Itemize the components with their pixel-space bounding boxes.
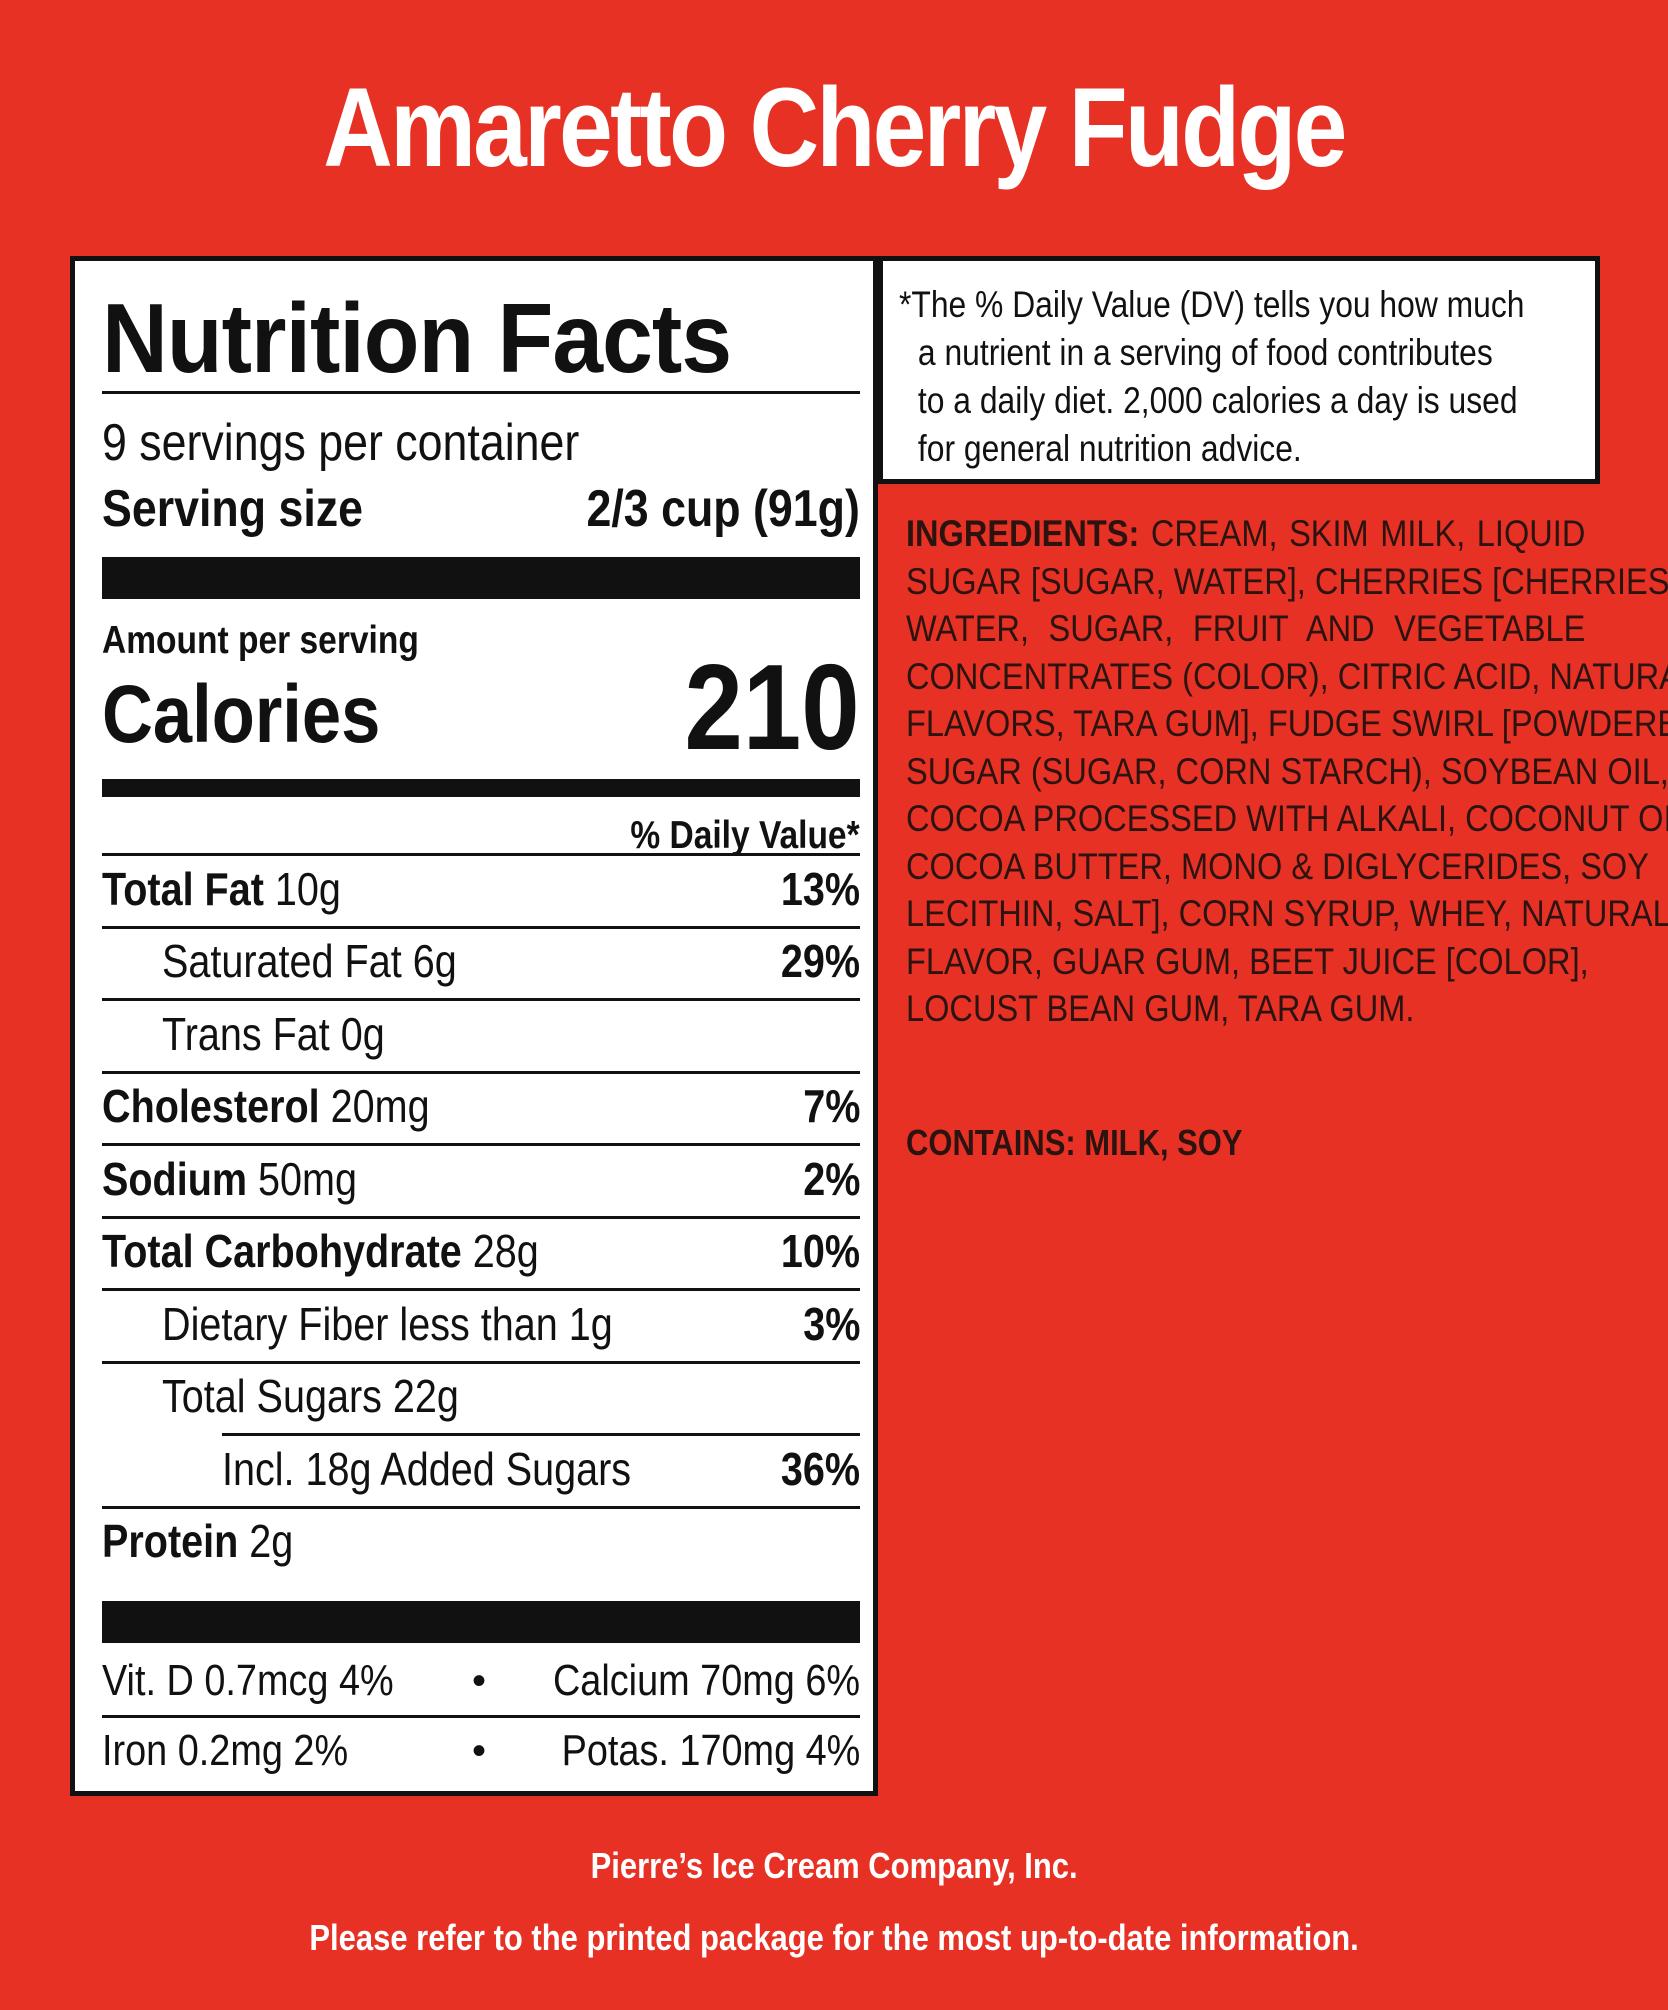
- nutrient-label: Cholesterol 20mg: [102, 1079, 430, 1133]
- ingredients-text: CREAM, SKIM MILK, LIQUID: [1139, 513, 1586, 554]
- nutrient-row: Total Fat 10g 13%: [102, 853, 860, 926]
- amount-per-serving: Amount per serving: [102, 619, 419, 662]
- nutrient-daily-value: 13%: [780, 862, 860, 915]
- nutrient-daily-value: 29%: [780, 935, 860, 987]
- ingredients-line: FLAVORS, TARA GUM], FUDGE SWIRL [POWDERE…: [906, 703, 1668, 744]
- company-name: Pierre’s Ice Cream Company, Inc.: [0, 1845, 1668, 1887]
- nutrient-name: Dietary Fiber less than 1g: [162, 1297, 613, 1350]
- nutrient-name: Sodium: [102, 1152, 248, 1205]
- nutrient-name: Total Sugars 22g: [162, 1370, 459, 1422]
- medium-divider: [102, 779, 860, 797]
- ingredients-line: CONCENTRATES (COLOR), CITRIC ACID, NATUR…: [906, 655, 1668, 697]
- vitamin-left: Iron 0.2mg 2%: [102, 1726, 349, 1775]
- ingredients-label: INGREDIENTS:: [906, 513, 1140, 554]
- nutrition-facts-heading: Nutrition Facts: [102, 283, 732, 393]
- dv-note-line: to a daily diet. 2,000 calories a day is…: [917, 380, 1518, 421]
- row-divider: [222, 1433, 860, 1436]
- nutrition-facts-panel: Nutrition Facts 9 servings per container…: [70, 256, 878, 1796]
- ingredients-line: INGREDIENTS: CREAM, SKIM MILK, LIQUID: [906, 510, 1585, 558]
- calories-value: 210: [684, 639, 860, 775]
- row-divider: [102, 1288, 860, 1291]
- nutrient-daily-value: 7%: [802, 1080, 860, 1132]
- nutrient-row: Dietary Fiber less than 1g 3%: [102, 1288, 860, 1361]
- nutrient-amount: 20mg: [319, 1080, 430, 1132]
- nutrient-daily-value: 2%: [802, 1152, 860, 1205]
- daily-value-note: *The % Daily Value (DV) tells you how mu…: [878, 256, 1600, 484]
- nutrient-name: Cholesterol: [102, 1080, 320, 1132]
- nutrient-row: Total Sugars 22g: [102, 1360, 860, 1434]
- nutrient-name: Trans Fat 0g: [162, 1007, 385, 1060]
- bullet-separator: •: [472, 1659, 487, 1703]
- ingredients-list: INGREDIENTS: CREAM, SKIM MILK, LIQUID SU…: [906, 510, 1668, 1033]
- nutrient-label: Dietary Fiber less than 1g: [162, 1297, 613, 1351]
- thick-divider-bottom: [102, 1601, 860, 1643]
- nutrient-row: Cholesterol 20mg 7%: [102, 1070, 860, 1144]
- nutrient-amount: 10g: [263, 862, 341, 915]
- thick-divider: [102, 557, 860, 599]
- nutrient-row: Incl. 18g Added Sugars 36%: [102, 1433, 860, 1506]
- row-divider: [102, 1505, 860, 1509]
- nutrient-amount: 28g: [461, 1225, 539, 1277]
- nutrient-name: Total Carbohydrate: [102, 1225, 462, 1277]
- nutrient-label: Total Sugars 22g: [162, 1369, 459, 1423]
- nutrient-row: Saturated Fat 6g 29%: [102, 925, 860, 999]
- nutrient-label: Total Fat 10g: [102, 862, 341, 916]
- row-divider: [102, 925, 860, 929]
- nutrient-name: Total Fat: [102, 862, 264, 915]
- dv-note-line: *The % Daily Value (DV) tells you how mu…: [899, 284, 1525, 325]
- daily-value-header: % Daily Value*: [630, 814, 860, 857]
- nutrient-row: Trans Fat 0g: [102, 998, 860, 1071]
- disclaimer-text: Please refer to the printed package for …: [309, 1917, 1359, 1958]
- nutrient-daily-value: 3%: [802, 1297, 860, 1350]
- nutrient-name: Saturated Fat 6g: [162, 935, 457, 987]
- divider: [102, 391, 860, 394]
- row-divider: [102, 1360, 860, 1364]
- vitamin-row: Iron 0.2mg 2% • Potas. 170mg 4%: [102, 1715, 860, 1785]
- vitamin-right: Calcium 70mg 6%: [552, 1656, 860, 1705]
- nutrient-daily-value: 10%: [780, 1225, 860, 1277]
- servings-per-container: 9 servings per container: [102, 414, 580, 472]
- row-divider: [102, 998, 860, 1001]
- nutrient-label: Sodium 50mg: [102, 1152, 357, 1206]
- nutrient-daily-value: 36%: [780, 1442, 860, 1495]
- allergen-statement: CONTAINS: MILK, SOY: [906, 1122, 1243, 1163]
- dv-note-line: a nutrient in a serving of food contribu…: [917, 332, 1493, 373]
- nutrient-name: Incl. 18g Added Sugars: [222, 1442, 632, 1495]
- nutrient-label: Protein 2g: [102, 1514, 293, 1568]
- company-name-text: Pierre’s Ice Cream Company, Inc.: [590, 1845, 1078, 1886]
- ingredients-line: SUGAR [SUGAR, WATER], CHERRIES [CHERRIES…: [906, 560, 1668, 602]
- nutrient-label: Saturated Fat 6g: [162, 934, 457, 988]
- row-divider: [102, 853, 860, 856]
- ingredients-line: FLAVOR, GUAR GUM, BEET JUICE [COLOR],: [906, 940, 1589, 982]
- ingredients-line: LOCUST BEAN GUM, TARA GUM.: [906, 988, 1415, 1029]
- nutrient-label: Trans Fat 0g: [162, 1007, 385, 1061]
- nutrient-row: Sodium 50mg 2%: [102, 1143, 860, 1216]
- vitamin-left: Vit. D 0.7mcg 4%: [102, 1656, 394, 1705]
- ingredients-line: COCOA PROCESSED WITH ALKALI, COCONUT OIL…: [906, 798, 1668, 839]
- row-divider: [102, 1143, 860, 1146]
- vitamin-right: Potas. 170mg 4%: [561, 1726, 860, 1775]
- nutrient-label: Incl. 18g Added Sugars: [222, 1442, 631, 1496]
- disclaimer: Please refer to the printed package for …: [0, 1917, 1668, 1959]
- serving-size-value: 2/3 cup (91g): [586, 480, 860, 538]
- ingredients-line: LECITHIN, SALT], CORN SYRUP, WHEY, NATUR…: [906, 893, 1668, 934]
- dv-note-line: for general nutrition advice.: [917, 428, 1302, 469]
- product-title: Amaretto Cherry Fudge: [323, 65, 1347, 190]
- vitamin-row: Vit. D 0.7mcg 4% • Calcium 70mg 6%: [102, 1645, 860, 1715]
- row-divider: [102, 1215, 860, 1219]
- calories-label: Calories: [102, 669, 381, 760]
- nutrient-row: Protein 2g: [102, 1505, 860, 1579]
- ingredients-line: SUGAR (SUGAR, CORN STARCH), SOYBEAN OIL,: [906, 750, 1668, 792]
- nutrient-amount: 50mg: [247, 1152, 358, 1205]
- nutrient-label: Total Carbohydrate 28g: [102, 1224, 539, 1278]
- nutrient-row: Total Carbohydrate 28g 10%: [102, 1215, 860, 1289]
- serving-size-label: Serving size: [102, 480, 363, 538]
- bullet-separator: •: [472, 1729, 487, 1773]
- ingredients-line: WATER, SUGAR, FRUIT AND VEGETABLE: [906, 608, 1586, 649]
- nutrient-amount: 2g: [238, 1515, 294, 1567]
- row-divider: [102, 1715, 860, 1718]
- ingredients-line: COCOA BUTTER, MONO & DIGLYCERIDES, SOY: [906, 845, 1649, 887]
- row-divider: [102, 1070, 860, 1074]
- nutrient-name: Protein: [102, 1515, 239, 1567]
